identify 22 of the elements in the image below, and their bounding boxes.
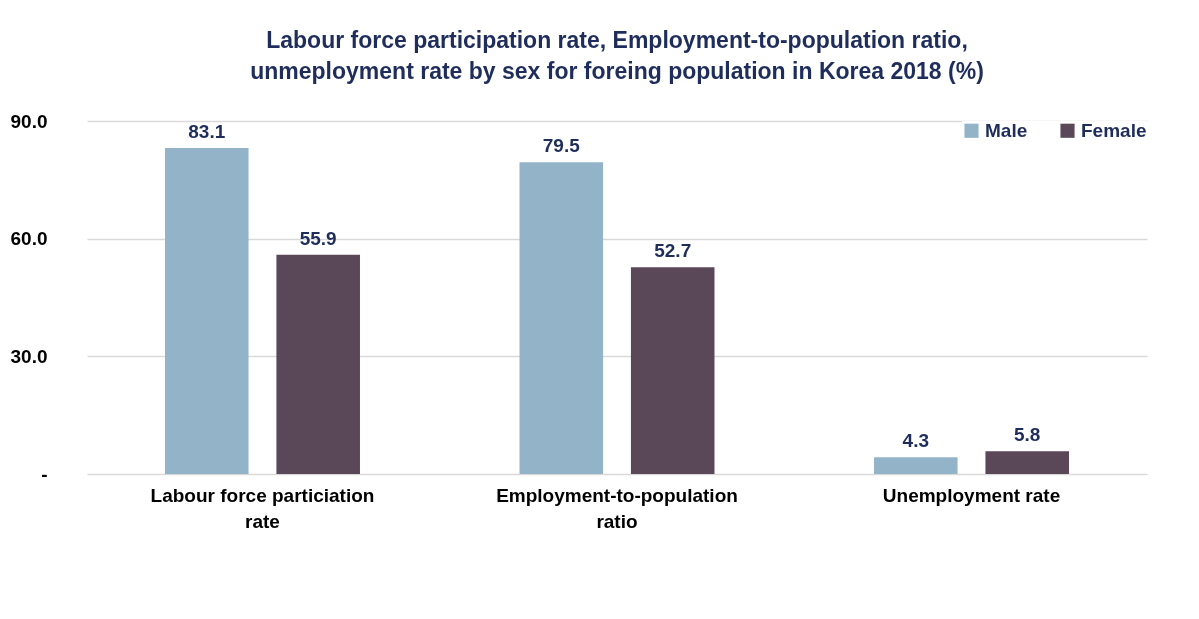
bar <box>164 148 249 474</box>
bar <box>276 254 360 474</box>
data-label: 4.3 <box>902 430 930 452</box>
y-tick-label: 90.0 <box>10 110 48 132</box>
legend-label: Female <box>1081 119 1147 141</box>
chart-title: Labour force participation rate, Employment-to-population ratio, unmeployment rate by sex for foreing population in Korea 2018 (%) <box>250 27 984 84</box>
bar <box>519 162 604 474</box>
data-label: 52.7 <box>654 240 692 262</box>
y-tick-label: 60.0 <box>10 228 48 250</box>
data-label: 83.1 <box>188 121 226 143</box>
data-label: 55.9 <box>299 227 337 249</box>
data-label: 5.8 <box>1014 424 1041 446</box>
x-tick-label: Unemployment rate <box>882 484 1061 506</box>
legend-label: Male <box>985 119 1028 141</box>
bar <box>985 451 1070 474</box>
y-tick-label: - <box>41 463 48 485</box>
x-tick-label: Employment-to-population ratio <box>496 484 738 532</box>
x-tick-label: Labour force particiation rate <box>150 484 375 532</box>
bar <box>874 457 958 474</box>
bar <box>630 267 715 474</box>
data-label: 79.5 <box>542 135 581 157</box>
y-tick-label: 30.0 <box>10 345 48 367</box>
